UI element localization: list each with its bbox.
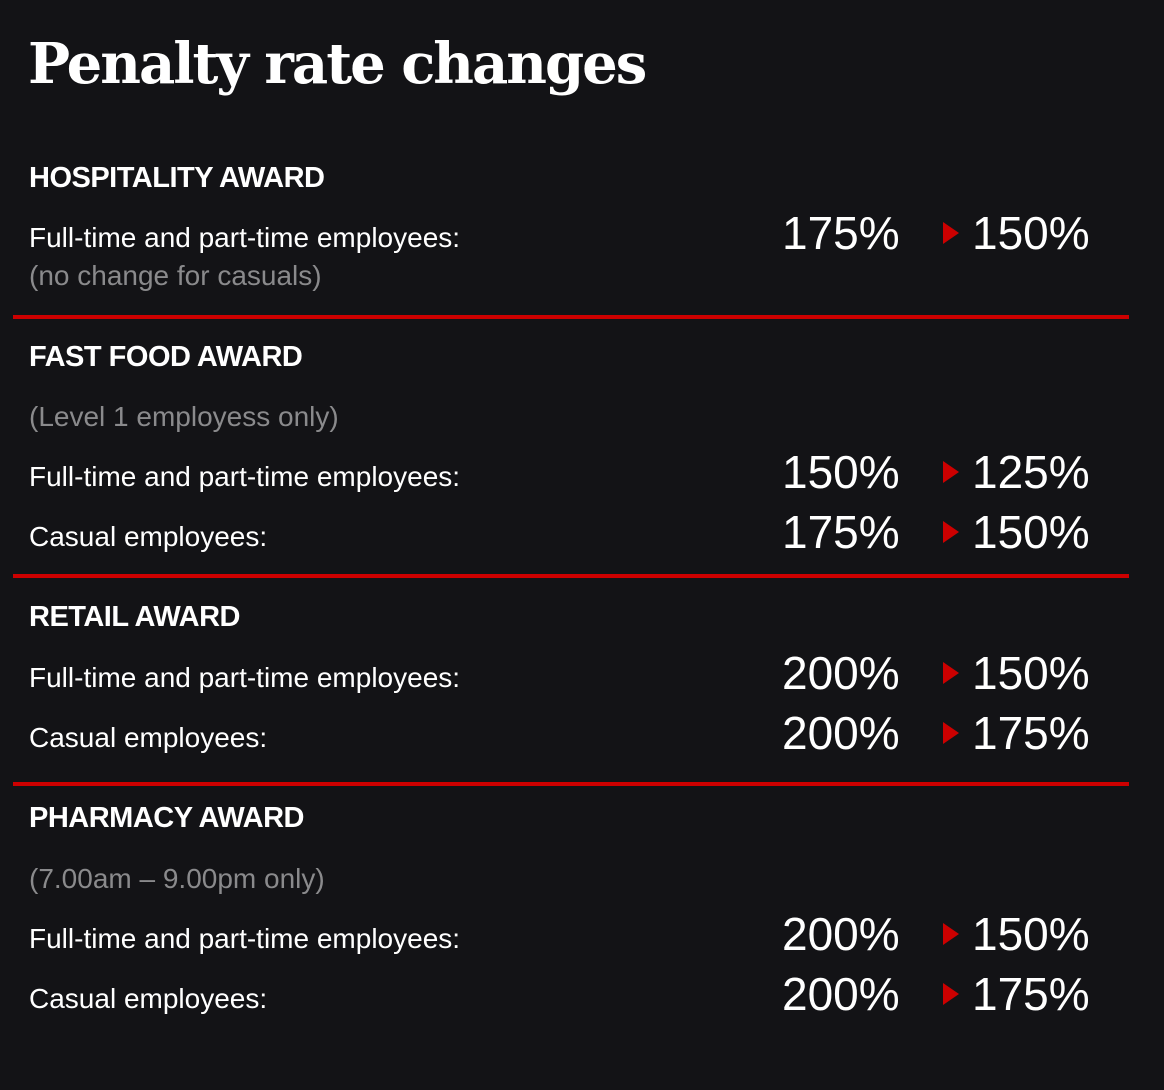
row-label: Full-time and part-time employees: <box>29 222 461 253</box>
rate-to: 150% <box>972 506 1090 558</box>
rate-to: 175% <box>972 707 1090 759</box>
rate-to: 150% <box>972 647 1090 699</box>
row-label: Full-time and part-time employees: <box>29 662 461 693</box>
section-heading-fast-food: FAST FOOD AWARD <box>29 341 303 373</box>
divider <box>13 315 1129 319</box>
arrow-icon <box>943 222 959 244</box>
row-label: Casual employees: <box>29 722 268 753</box>
rate-from: 150% <box>782 446 900 498</box>
arrow-icon <box>943 923 959 945</box>
section-note: (7.00am – 9.00pm only) <box>29 863 325 894</box>
row-label: Casual employees: <box>29 521 268 552</box>
rate-from: 200% <box>782 707 900 759</box>
rate-from: 200% <box>782 968 900 1020</box>
rate-from: 175% <box>782 207 900 259</box>
rate-to: 150% <box>972 207 1090 259</box>
section-heading-retail: RETAIL AWARD <box>29 601 240 633</box>
row-label: Full-time and part-time employees: <box>29 923 461 954</box>
divider <box>13 574 1129 578</box>
section-heading-hospitality: HOSPITALITY AWARD <box>29 162 325 194</box>
arrow-icon <box>943 662 959 684</box>
rate-to: 125% <box>972 446 1090 498</box>
section-heading-pharmacy: PHARMACY AWARD <box>29 802 304 834</box>
rate-from: 200% <box>782 908 900 960</box>
arrow-icon <box>943 983 959 1005</box>
row-label: Casual employees: <box>29 983 268 1014</box>
divider <box>13 782 1129 786</box>
rate-from: 175% <box>782 506 900 558</box>
arrow-icon <box>943 521 959 543</box>
page-title: Penalty rate changes <box>28 31 647 97</box>
arrow-icon <box>943 461 959 483</box>
rate-to: 150% <box>972 908 1090 960</box>
section-note: (no change for casuals) <box>29 260 322 291</box>
rate-from: 200% <box>782 647 900 699</box>
section-note: (Level 1 employess only) <box>29 401 339 432</box>
rate-to: 175% <box>972 968 1090 1020</box>
arrow-icon <box>943 722 959 744</box>
row-label: Full-time and part-time employees: <box>29 461 461 492</box>
